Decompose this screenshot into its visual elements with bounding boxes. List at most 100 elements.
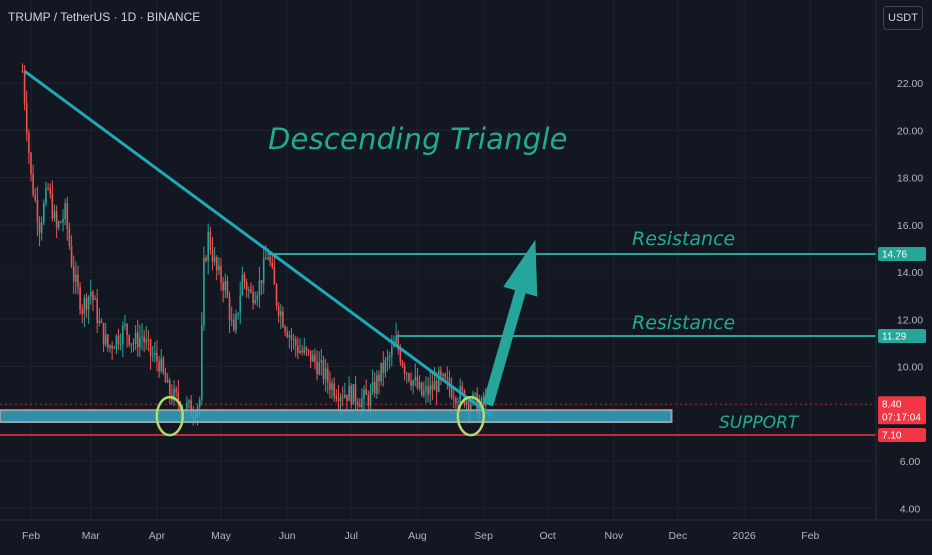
candle-body — [21, 71, 24, 73]
x-tick-label: May — [211, 530, 232, 542]
candle-body — [344, 394, 346, 398]
candle-body — [228, 296, 231, 320]
y-tick-label: 22.00 — [897, 78, 923, 90]
candle-body — [104, 334, 107, 345]
candle-body — [75, 274, 77, 282]
candle-body — [316, 361, 318, 375]
candle-body — [49, 188, 52, 194]
candle-body — [222, 282, 224, 291]
candle-body — [425, 386, 427, 391]
candle-body — [307, 349, 310, 351]
currency-button[interactable]: USDT — [883, 6, 923, 30]
candle-body — [147, 339, 150, 341]
projection-arrow[interactable] — [482, 239, 538, 407]
y-tick-label: 6.00 — [900, 456, 921, 468]
candle-body — [132, 343, 135, 345]
candle-body — [53, 211, 56, 219]
descending-trendline[interactable] — [23, 69, 494, 418]
candle-body — [122, 325, 124, 344]
candle-body — [288, 335, 291, 337]
candle-body — [62, 218, 64, 223]
candle-body — [297, 345, 299, 353]
candle-body — [211, 250, 214, 262]
support-zone-band[interactable] — [0, 409, 673, 424]
x-tick-label: Jun — [279, 530, 296, 542]
y-tick-label: 4.00 — [900, 503, 921, 515]
candle-body — [452, 397, 455, 399]
time-axis[interactable] — [0, 520, 932, 550]
candle-body — [245, 282, 248, 291]
support-touch-circle[interactable] — [155, 395, 185, 437]
candle-body — [420, 382, 423, 396]
candle-body — [480, 397, 483, 404]
candle-body — [215, 256, 218, 271]
resistance-upper-price-tag: 14.76 — [882, 250, 907, 261]
candle-body — [275, 284, 278, 306]
candle-body — [233, 319, 235, 331]
candle-body — [282, 311, 284, 327]
candle-body — [224, 281, 227, 291]
candle-body — [444, 374, 446, 378]
candle-body — [166, 380, 169, 383]
resistance-lower-price-tag: 11.29 — [882, 332, 907, 343]
candle-body — [87, 296, 90, 310]
candle-body — [81, 309, 84, 314]
candle-body — [416, 376, 419, 388]
candle-body — [205, 257, 207, 261]
candle-body — [130, 343, 133, 345]
candle-body — [145, 339, 148, 343]
support-touch-circle[interactable] — [456, 395, 486, 437]
candle-body — [43, 203, 45, 223]
candle-body — [241, 274, 244, 296]
candle-body — [414, 376, 417, 381]
candle-body — [267, 257, 269, 260]
candle-body — [34, 194, 37, 200]
symbol-title[interactable]: TRUMP / TetherUS · 1D · BINANCE — [8, 10, 201, 24]
candle-body — [201, 325, 203, 400]
support-annotation: SUPPORT — [719, 413, 799, 433]
candle-body — [134, 332, 137, 345]
x-tick-label: Oct — [539, 530, 555, 542]
candle-body — [312, 354, 314, 362]
candle-body — [111, 345, 113, 349]
candle-body — [279, 311, 282, 316]
candle-body — [399, 349, 402, 363]
candle-body — [299, 350, 301, 353]
candle-body — [254, 300, 256, 304]
candle-body — [154, 352, 156, 356]
candle-body — [363, 389, 365, 399]
candle-body — [168, 380, 171, 395]
candle-body — [384, 359, 387, 373]
candle-body — [243, 274, 246, 283]
x-tick-label: Feb — [801, 530, 819, 542]
candle-body — [141, 336, 143, 338]
x-tick-label: 2026 — [732, 530, 756, 542]
candle-body — [47, 187, 49, 189]
candle-body — [85, 298, 88, 310]
candle-body — [365, 389, 367, 395]
candle-body — [437, 370, 440, 392]
candle-body — [239, 295, 242, 313]
pattern-title-annotation: Descending Triangle — [268, 122, 568, 156]
candle-body — [277, 305, 280, 316]
candle-body — [408, 373, 410, 381]
candle-body — [40, 222, 43, 233]
candle-body — [262, 257, 265, 284]
x-tick-label: Jul — [345, 530, 358, 542]
candle-body — [271, 262, 274, 268]
candle-body — [292, 338, 295, 340]
candle-body — [51, 193, 54, 219]
candle-body — [301, 350, 303, 353]
candle-body — [418, 382, 421, 388]
candle-body — [442, 374, 444, 376]
x-tick-label: Aug — [408, 530, 427, 542]
candle-body — [149, 339, 152, 356]
y-tick-label: 14.00 — [897, 267, 923, 279]
candle-body — [427, 386, 429, 395]
candle-body — [284, 326, 286, 332]
candle-body — [252, 292, 254, 304]
candle-body — [273, 267, 276, 285]
candle-body — [455, 398, 457, 404]
